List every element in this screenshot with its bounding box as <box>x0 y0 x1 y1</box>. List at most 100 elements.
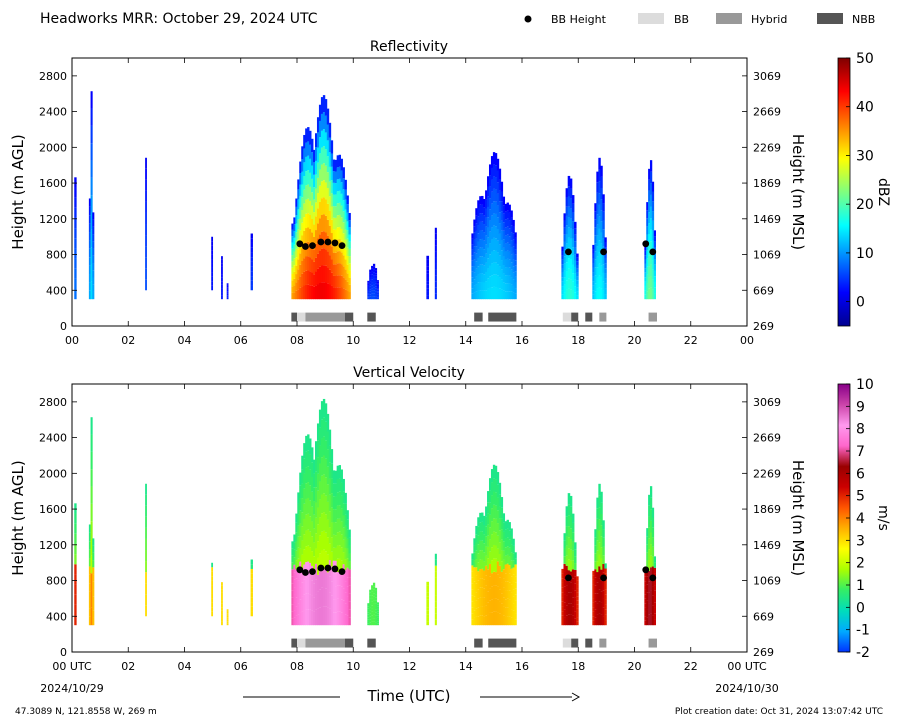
echo-cell <box>313 249 316 262</box>
echo-cell <box>291 583 294 591</box>
echo-cell <box>481 281 484 291</box>
echo-cell <box>498 266 502 278</box>
echo-cell <box>510 240 513 248</box>
echo-cell <box>506 519 509 529</box>
y-tick-label: 2400 <box>39 106 67 119</box>
echo-cell <box>88 274 91 283</box>
echo-cell <box>506 607 509 617</box>
echo-cell <box>318 427 322 446</box>
echo-cell <box>514 260 517 266</box>
echo-cell <box>92 589 95 597</box>
echo-cell <box>567 258 571 269</box>
echo-cell <box>649 287 653 300</box>
echo-cell <box>485 575 488 586</box>
echo-cell <box>348 617 351 626</box>
echo-cell <box>514 606 517 614</box>
echo-cell <box>561 597 564 602</box>
echo-cell <box>307 434 310 451</box>
echo-cell <box>297 279 300 290</box>
echo-cell <box>322 512 326 531</box>
echo-cell <box>502 569 506 579</box>
echo-cell <box>481 606 484 616</box>
echo-cell <box>330 233 334 247</box>
echo-cell <box>475 575 478 584</box>
echo-cell <box>376 289 379 292</box>
echo-cell <box>330 285 334 300</box>
echo-cell <box>307 241 310 257</box>
echo-cell <box>565 215 569 226</box>
echo-cell <box>592 249 595 254</box>
echo-cell <box>348 577 351 586</box>
echo-cell <box>646 274 649 284</box>
echo-cell <box>74 564 77 575</box>
echo-cell <box>340 264 343 276</box>
echo-cell <box>434 227 437 234</box>
echo-cell <box>500 269 504 280</box>
echo-cell <box>504 243 507 252</box>
echo-cell <box>508 608 511 617</box>
echo-cell <box>506 242 509 251</box>
echo-cell <box>297 269 300 280</box>
echo-cell <box>301 554 304 569</box>
echo-cell <box>485 226 488 236</box>
echo-cell <box>477 249 480 258</box>
echo-cell <box>604 257 607 264</box>
echo-cell <box>340 228 343 241</box>
echo-cell <box>299 498 302 511</box>
echo-cell <box>334 599 338 613</box>
echo-cell <box>311 521 314 537</box>
echo-cell <box>644 603 647 608</box>
echo-cell <box>576 276 579 281</box>
echo-cell <box>338 465 341 479</box>
echo-cell <box>434 559 437 566</box>
echo-cell <box>344 289 347 300</box>
echo-cell <box>299 161 302 174</box>
echo-cell <box>512 610 515 618</box>
echo-cell <box>514 249 517 255</box>
echo-cell <box>332 612 336 626</box>
echo-cell <box>500 571 504 583</box>
echo-cell <box>596 561 599 573</box>
echo-cell <box>483 198 486 208</box>
echo-cell <box>88 223 91 233</box>
echo-cell <box>295 274 298 283</box>
echo-cell <box>88 290 91 300</box>
bb-type-segment <box>571 312 579 322</box>
echo-cell <box>313 187 316 200</box>
echo-cell <box>481 230 484 239</box>
echo-cell <box>344 199 347 210</box>
echo-cell <box>574 556 577 564</box>
echo-cell <box>344 269 347 280</box>
echo-cell <box>426 288 430 292</box>
echo-cell <box>508 283 511 292</box>
echo-cell <box>348 529 351 538</box>
echo-cell <box>326 449 330 467</box>
echo-cell <box>596 508 599 519</box>
echo-cell <box>426 614 430 618</box>
echo-cell <box>426 284 430 289</box>
echo-cell <box>90 108 93 126</box>
echo-cell <box>371 277 374 280</box>
bb-type-segment <box>291 638 297 648</box>
echo-cell <box>338 611 341 626</box>
echo-cell <box>309 271 312 286</box>
echo-cell <box>313 224 316 237</box>
echo-cell <box>561 620 564 626</box>
echo-cell <box>481 521 484 532</box>
echo-cell <box>334 171 338 184</box>
echo-cell <box>330 522 334 538</box>
echo-cell <box>569 178 573 189</box>
echo-cell <box>293 549 296 558</box>
echo-cell <box>334 217 338 230</box>
echo-cell <box>490 586 494 600</box>
echo-cell <box>305 156 308 172</box>
echo-cell <box>563 533 566 541</box>
echo-cell <box>561 259 564 265</box>
echo-cell <box>342 552 345 565</box>
echo-cell <box>644 607 647 612</box>
echo-cell <box>592 584 595 589</box>
echo-cell <box>344 179 347 190</box>
echo-cell <box>475 583 478 593</box>
echo-cell <box>483 249 486 258</box>
echo-cell <box>226 614 229 616</box>
